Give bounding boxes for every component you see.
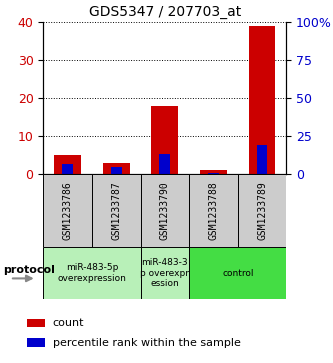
Bar [103, 163, 130, 174]
Text: GSM1233786: GSM1233786 [63, 181, 73, 240]
Text: protocol: protocol [3, 265, 55, 274]
Text: miR-483-5p
overexpression: miR-483-5p overexpression [58, 264, 126, 283]
Bar [189, 174, 238, 247]
Text: GSM1233789: GSM1233789 [257, 181, 267, 240]
Bar [160, 154, 170, 174]
Text: GSM1233788: GSM1233788 [208, 181, 218, 240]
Bar [111, 167, 122, 174]
Text: control: control [222, 269, 253, 278]
Bar [208, 173, 219, 174]
Bar [27, 338, 45, 347]
Bar [200, 170, 227, 174]
Bar [257, 145, 267, 174]
Bar [54, 155, 81, 174]
Bar [43, 174, 92, 247]
Text: percentile rank within the sample: percentile rank within the sample [53, 338, 240, 348]
Bar [27, 319, 45, 327]
Bar [43, 247, 141, 299]
Text: count: count [53, 318, 84, 328]
Bar [141, 247, 189, 299]
Bar [62, 164, 73, 174]
Text: GSM1233790: GSM1233790 [160, 181, 170, 240]
Bar [249, 25, 275, 174]
Bar [238, 174, 286, 247]
Bar [141, 174, 189, 247]
Text: GSM1233787: GSM1233787 [111, 181, 121, 240]
Bar [189, 247, 286, 299]
Bar [92, 174, 141, 247]
Text: miR-483-3
p overexpr
ession: miR-483-3 p overexpr ession [140, 258, 189, 288]
Title: GDS5347 / 207703_at: GDS5347 / 207703_at [89, 5, 241, 19]
Bar [152, 106, 178, 174]
